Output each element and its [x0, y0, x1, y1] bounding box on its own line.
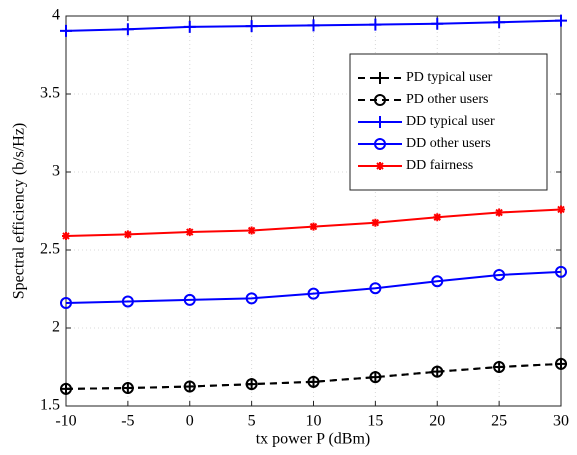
series-line	[65, 270, 562, 305]
marker	[245, 292, 258, 305]
y-tick-label: 2	[52, 319, 60, 336]
marker	[245, 20, 258, 33]
marker	[431, 365, 444, 378]
x-tick-label: 20	[429, 413, 445, 430]
legend-label: PD other users	[406, 92, 488, 107]
marker	[374, 72, 386, 84]
marker	[183, 380, 196, 393]
marker	[245, 378, 258, 391]
marker	[374, 94, 386, 106]
marker	[60, 24, 72, 37]
marker	[371, 218, 380, 227]
x-tick-label: 25	[491, 413, 507, 430]
marker	[185, 228, 194, 237]
marker	[495, 208, 504, 217]
y-tick-label: 3.5	[40, 85, 60, 102]
marker	[123, 230, 132, 239]
marker	[121, 295, 134, 308]
marker	[376, 162, 384, 170]
marker	[121, 23, 134, 36]
marker	[374, 138, 386, 150]
marker	[247, 226, 256, 235]
legend-label: PD typical user	[406, 70, 493, 85]
y-axis-label: Spectral efficiency (b/s/Hz)	[11, 123, 28, 300]
y-tick-label: 3	[52, 163, 60, 180]
legend-label: DD other users	[406, 136, 491, 151]
marker	[557, 205, 565, 214]
marker	[431, 17, 444, 30]
x-axis-label: tx power P (dBm)	[256, 431, 371, 448]
marker	[369, 371, 382, 384]
x-tick-label: 0	[186, 413, 194, 430]
marker	[183, 293, 196, 306]
marker	[555, 265, 567, 278]
y-tick-label: 4	[52, 7, 60, 24]
legend: PD typical user PD other users DD typical …	[349, 53, 548, 191]
x-tick-label: 15	[367, 413, 383, 430]
marker	[307, 287, 320, 300]
marker	[369, 18, 382, 31]
marker	[183, 20, 196, 33]
marker	[60, 297, 72, 310]
marker	[433, 213, 442, 222]
series-line	[65, 362, 562, 390]
marker	[369, 282, 382, 295]
marker	[493, 361, 506, 373]
marker	[307, 19, 320, 32]
legend-label: DD typical user	[406, 114, 495, 129]
marker	[121, 382, 134, 395]
x-tick-label: 30	[553, 413, 569, 430]
marker	[493, 268, 506, 281]
marker	[62, 231, 70, 240]
x-tick-label: 5	[248, 413, 256, 430]
marker	[555, 357, 567, 370]
x-tick-label: -5	[121, 413, 134, 430]
marker	[60, 382, 72, 395]
marker	[309, 222, 318, 231]
y-tick-label: 1.5	[40, 397, 60, 414]
marker	[374, 116, 386, 128]
x-tick-label: -10	[55, 413, 76, 430]
marker	[493, 16, 506, 29]
legend-label: DD fairness	[406, 158, 473, 173]
x-tick-label: 10	[306, 413, 322, 430]
y-tick-label: 2.5	[40, 241, 60, 258]
marker	[555, 14, 567, 27]
marker	[307, 375, 320, 388]
marker	[431, 275, 444, 288]
